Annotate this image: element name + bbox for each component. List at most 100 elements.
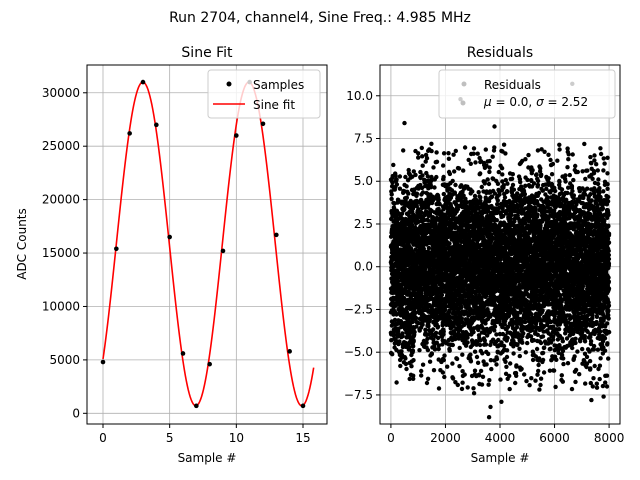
residual-point	[439, 292, 445, 298]
residual-point	[479, 184, 484, 190]
residual-point	[468, 352, 473, 357]
residuals-title: Residuals	[467, 45, 533, 61]
residual-point	[514, 364, 519, 369]
residual-point	[510, 182, 516, 188]
sine-fit-x-tick-label: 5	[166, 431, 174, 445]
residual-point	[413, 315, 419, 321]
residual-point	[504, 189, 510, 194]
sine-fit-y-tick-label: 20000	[42, 193, 80, 207]
residual-point	[433, 330, 439, 336]
residual-point	[416, 151, 421, 156]
residual-point	[407, 345, 412, 350]
sample-point	[194, 403, 199, 409]
residual-point	[517, 353, 522, 359]
residual-point	[453, 148, 458, 154]
residual-point	[394, 182, 400, 187]
residual-point	[495, 181, 501, 186]
residual-point	[434, 150, 439, 155]
residual-point	[397, 339, 402, 344]
sine-fit-y-tick-label: 0	[72, 406, 80, 420]
residual-point	[419, 145, 424, 151]
residual-point	[480, 374, 486, 379]
residual-point	[511, 351, 516, 356]
residual-point	[403, 361, 409, 367]
residual-point	[503, 151, 508, 156]
residual-point	[473, 160, 478, 165]
residual-point	[514, 373, 519, 378]
residual-point	[441, 174, 446, 180]
legend-sine-fit-label: Sine fit	[253, 98, 295, 112]
residual-point	[505, 181, 510, 186]
sine-fit-y-tick-label: 30000	[42, 86, 80, 100]
residual-point	[522, 372, 527, 377]
residual-point	[476, 190, 481, 195]
residual-point	[498, 377, 503, 382]
residual-point	[423, 159, 428, 164]
sine-fit-xlabel: Sample #	[178, 451, 237, 465]
residual-point	[447, 171, 453, 177]
residual-point	[420, 190, 426, 195]
residual-point	[504, 364, 509, 369]
sine-fit-samples-layer	[100, 79, 306, 409]
residual-point	[460, 380, 465, 385]
residual-point	[441, 329, 446, 334]
sample-point	[167, 234, 172, 240]
residual-point	[500, 172, 505, 177]
residual-point	[424, 380, 430, 386]
residual-point	[426, 245, 432, 251]
residual-point	[454, 356, 460, 362]
residual-point	[472, 349, 478, 354]
residual-point	[411, 376, 416, 381]
residual-point	[510, 172, 515, 177]
residual-point	[416, 207, 421, 212]
sine-fit-ylabel: ADC Counts	[15, 208, 29, 280]
residual-point	[407, 376, 412, 382]
residual-point	[390, 352, 395, 357]
residual-point	[436, 197, 441, 202]
residual-point	[492, 328, 497, 333]
residual-point	[465, 340, 470, 345]
residual-point	[514, 325, 520, 330]
residual-point	[508, 361, 513, 366]
residual-point	[437, 202, 442, 207]
residual-point	[419, 373, 424, 378]
residual-point	[433, 347, 438, 352]
residual-point	[512, 219, 517, 224]
residual-point	[431, 368, 437, 373]
residual-point	[417, 307, 423, 313]
sine-fit-x-tick-label: 10	[229, 431, 244, 445]
residual-point	[484, 362, 489, 367]
residual-point	[452, 169, 457, 174]
residual-point	[416, 155, 421, 160]
residual-point	[457, 345, 462, 351]
residual-point	[522, 191, 527, 197]
residual-point	[406, 167, 411, 173]
sine-fit-x-tick-label: 15	[295, 431, 310, 445]
residual-point	[427, 302, 432, 308]
residual-point	[407, 325, 413, 330]
residual-point	[426, 323, 431, 329]
residual-point	[450, 342, 455, 348]
residual-point	[475, 360, 481, 365]
residual-point	[420, 362, 426, 367]
residual-point	[389, 196, 394, 202]
residual-point	[475, 151, 480, 156]
residual-point	[479, 382, 485, 387]
residual-point	[435, 324, 441, 329]
residual-point	[478, 171, 483, 176]
residual-point	[429, 141, 434, 146]
residual-point	[471, 146, 477, 151]
legend-samples-marker	[226, 81, 232, 87]
residual-point	[403, 174, 408, 180]
residual-point	[478, 368, 484, 374]
residual-point	[410, 174, 415, 179]
sine-fit-x-tick-label: 0	[99, 431, 107, 445]
sample-point	[180, 351, 186, 356]
residual-point	[507, 373, 512, 379]
residual-point	[401, 295, 407, 301]
residual-point	[397, 186, 403, 191]
residual-point	[394, 380, 399, 385]
residual-point	[471, 329, 476, 335]
residual-point	[453, 182, 458, 188]
residual-point	[411, 373, 416, 378]
